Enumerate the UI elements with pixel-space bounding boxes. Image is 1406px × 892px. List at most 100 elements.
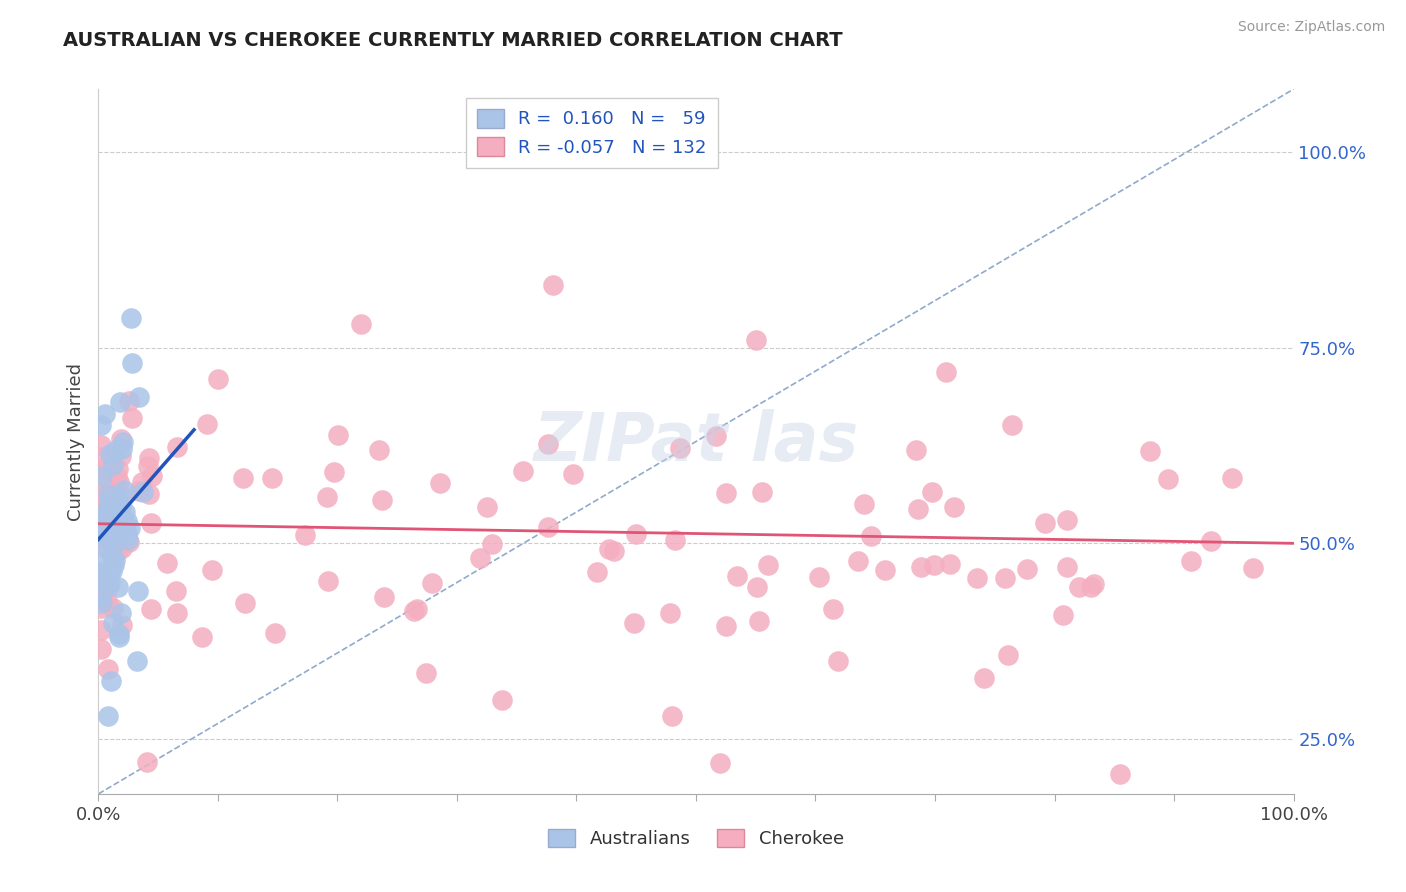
Point: [935, 365, 957, 379]
Point: [90, 601, 112, 615]
Point: [404, 604, 426, 618]
Point: [939, 557, 962, 571]
Point: [105, 470, 128, 484]
Point: [94, 541, 117, 556]
Point: [111, 524, 134, 539]
Point: [1080, 580, 1102, 594]
Point: [997, 648, 1019, 662]
Point: [118, 534, 141, 549]
Point: [110, 433, 132, 447]
Point: [905, 442, 928, 457]
Text: ZIPat las: ZIPat las: [533, 409, 859, 475]
Point: [97, 579, 120, 593]
Point: [141, 469, 163, 483]
Point: [852, 497, 875, 511]
Point: [121, 356, 143, 370]
Point: [128, 484, 150, 499]
Point: [367, 443, 389, 458]
Point: [139, 516, 162, 530]
Point: [201, 563, 224, 577]
Point: [714, 485, 737, 500]
Point: [90, 574, 112, 588]
Point: [994, 570, 1017, 584]
Point: [873, 563, 896, 577]
Point: [101, 539, 124, 553]
Point: [138, 487, 160, 501]
Point: [315, 490, 337, 504]
Point: [120, 311, 142, 326]
Point: [132, 485, 155, 500]
Point: [114, 505, 136, 519]
Point: [1017, 562, 1039, 576]
Point: [264, 625, 287, 640]
Point: [93, 507, 115, 521]
Point: [135, 755, 157, 769]
Point: [90, 438, 112, 452]
Point: [1056, 513, 1078, 527]
Point: [90, 565, 112, 579]
Point: [823, 602, 845, 616]
Point: [316, 574, 339, 589]
Point: [598, 541, 620, 556]
Point: [105, 443, 128, 458]
Point: [110, 508, 132, 522]
Point: [112, 435, 135, 450]
Point: [751, 484, 773, 499]
Point: [1180, 554, 1202, 568]
Point: [491, 693, 513, 707]
Point: [807, 570, 830, 584]
Point: [107, 544, 129, 558]
Point: [101, 534, 124, 549]
Point: [973, 672, 995, 686]
Point: [98, 493, 121, 508]
Point: [111, 617, 134, 632]
Point: [512, 465, 534, 479]
Point: [131, 475, 153, 489]
Point: [1067, 580, 1090, 594]
Point: [98, 575, 121, 590]
Point: [603, 543, 626, 558]
Point: [166, 606, 188, 620]
Point: [90, 488, 112, 502]
Point: [100, 674, 122, 689]
Point: [846, 554, 869, 568]
Point: [103, 558, 125, 573]
Point: [260, 471, 283, 485]
Point: [97, 708, 120, 723]
Point: [745, 333, 768, 347]
Point: [294, 527, 316, 541]
Point: [97, 501, 120, 516]
Point: [90, 589, 112, 603]
Point: [90, 526, 112, 541]
Point: [537, 519, 560, 533]
Point: [90, 641, 112, 656]
Point: [108, 631, 131, 645]
Point: [90, 450, 112, 464]
Point: [1083, 577, 1105, 591]
Point: [94, 576, 117, 591]
Point: [136, 458, 159, 473]
Point: [537, 437, 560, 451]
Point: [107, 475, 129, 490]
Point: [138, 451, 160, 466]
Point: [101, 615, 124, 630]
Point: [90, 468, 112, 483]
Point: [96, 530, 118, 544]
Point: [748, 614, 770, 628]
Point: [111, 541, 134, 555]
Point: [371, 492, 394, 507]
Point: [709, 756, 731, 770]
Point: [166, 440, 188, 454]
Legend: Australians, Cherokee: Australians, Cherokee: [541, 822, 851, 855]
Point: [90, 623, 112, 637]
Point: [907, 502, 929, 516]
Point: [101, 564, 124, 578]
Point: [725, 569, 748, 583]
Text: Source: ZipAtlas.com: Source: ZipAtlas.com: [1237, 20, 1385, 34]
Point: [165, 584, 187, 599]
Point: [373, 590, 395, 604]
Point: [90, 462, 112, 476]
Point: [110, 606, 132, 620]
Point: [93, 500, 115, 514]
Point: [1201, 533, 1223, 548]
